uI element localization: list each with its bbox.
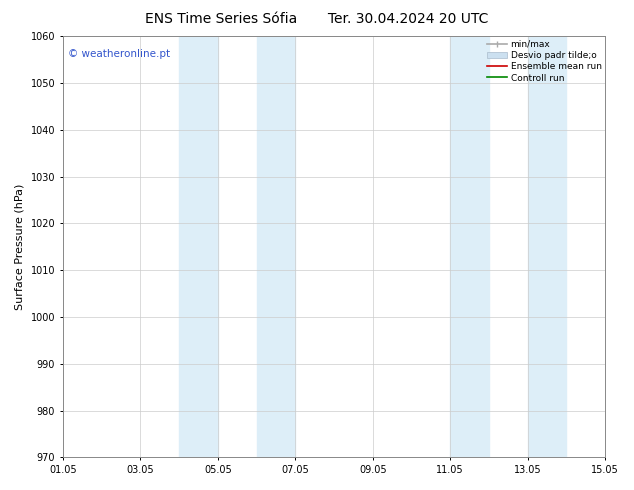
Text: ENS Time Series Sófia       Ter. 30.04.2024 20 UTC: ENS Time Series Sófia Ter. 30.04.2024 20… [145,12,489,26]
Bar [450,36,489,457]
Bar [179,36,217,457]
Bar [527,36,566,457]
Y-axis label: Surface Pressure (hPa): Surface Pressure (hPa) [15,184,25,310]
Legend: min/max, Desvio padr tilde;o, Ensemble mean run, Controll run: min/max, Desvio padr tilde;o, Ensemble m… [485,38,604,84]
Text: © weatheronline.pt: © weatheronline.pt [68,49,171,59]
Bar [257,36,295,457]
